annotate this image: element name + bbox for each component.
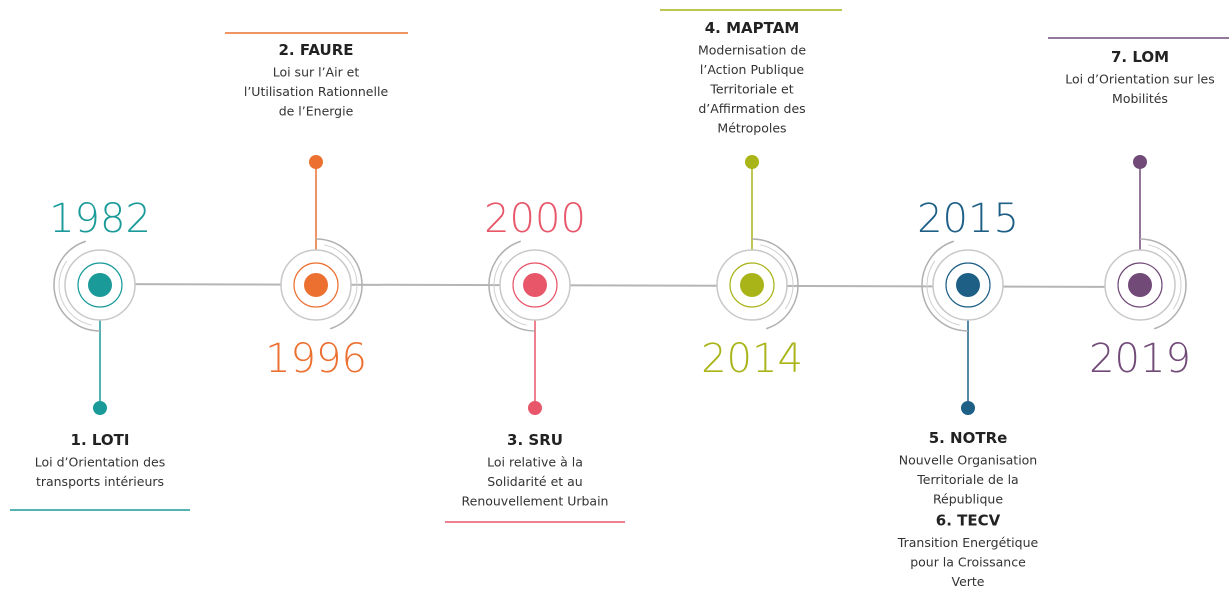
year: 1982 (49, 196, 151, 242)
arc (58, 260, 92, 326)
arc (493, 260, 527, 326)
arc (1148, 244, 1182, 310)
law-description: Renouvellement Urbain (462, 494, 609, 509)
law-description: Loi sur l’Air et (273, 65, 360, 80)
law-description: l’Action Publique (700, 62, 805, 77)
stem-dot (961, 401, 975, 415)
law-title: 3. SRU (507, 431, 563, 449)
law-description: République (933, 492, 1003, 507)
arc (751, 238, 799, 330)
center-dot (956, 273, 980, 297)
law-title: 5. NOTRe (929, 429, 1008, 447)
law-description: Transition Energétique (897, 535, 1039, 550)
arc (921, 240, 969, 332)
law-title: 2. FAURE (278, 41, 353, 59)
year: 2015 (917, 196, 1019, 242)
center-dot (1128, 273, 1152, 297)
center-dot (304, 273, 328, 297)
law-description: Solidarité et au (487, 474, 582, 489)
arc (315, 238, 363, 330)
year: 2014 (701, 336, 803, 382)
law-title: 4. MAPTAM (705, 19, 800, 37)
law-description: Loi d’Orientation des (35, 455, 165, 470)
arc (760, 244, 794, 310)
law-title: 6. TECV (936, 512, 1001, 530)
year: 2000 (484, 196, 586, 242)
stem-dot (93, 401, 107, 415)
year: 2019 (1089, 336, 1191, 382)
law-description: Métropoles (717, 121, 786, 136)
arc (324, 244, 358, 310)
center-dot (740, 273, 764, 297)
law-title: 1. LOTI (71, 431, 130, 449)
center-dot (88, 273, 112, 297)
law-description: Loi d’Orientation sur les (1065, 72, 1215, 87)
arc (53, 240, 101, 332)
law-description: Nouvelle Organisation (899, 453, 1037, 468)
arc (926, 260, 960, 326)
stem-dot (528, 401, 542, 415)
law-description: Territoriale de la (916, 472, 1018, 487)
law-description: pour la Croissance (910, 555, 1026, 570)
law-description: d’Affirmation des (698, 101, 805, 116)
law-description: transports intérieurs (36, 474, 164, 489)
law-description: Territoriale et (709, 82, 793, 97)
stem-dot (745, 155, 759, 169)
year: 1996 (265, 336, 367, 382)
law-description: Mobilités (1112, 91, 1168, 106)
law-description: de l’Energie (279, 104, 354, 119)
stem-dot (309, 155, 323, 169)
stem-dot (1133, 155, 1147, 169)
law-description: l’Utilisation Rationnelle (244, 84, 389, 99)
law-description: Verte (951, 574, 984, 589)
arc (1139, 238, 1187, 330)
law-title: 7. LOM (1111, 48, 1169, 66)
arc (488, 240, 536, 332)
center-dot (523, 273, 547, 297)
law-description: Loi relative à la (487, 455, 583, 470)
law-description: Modernisation de (698, 43, 806, 58)
